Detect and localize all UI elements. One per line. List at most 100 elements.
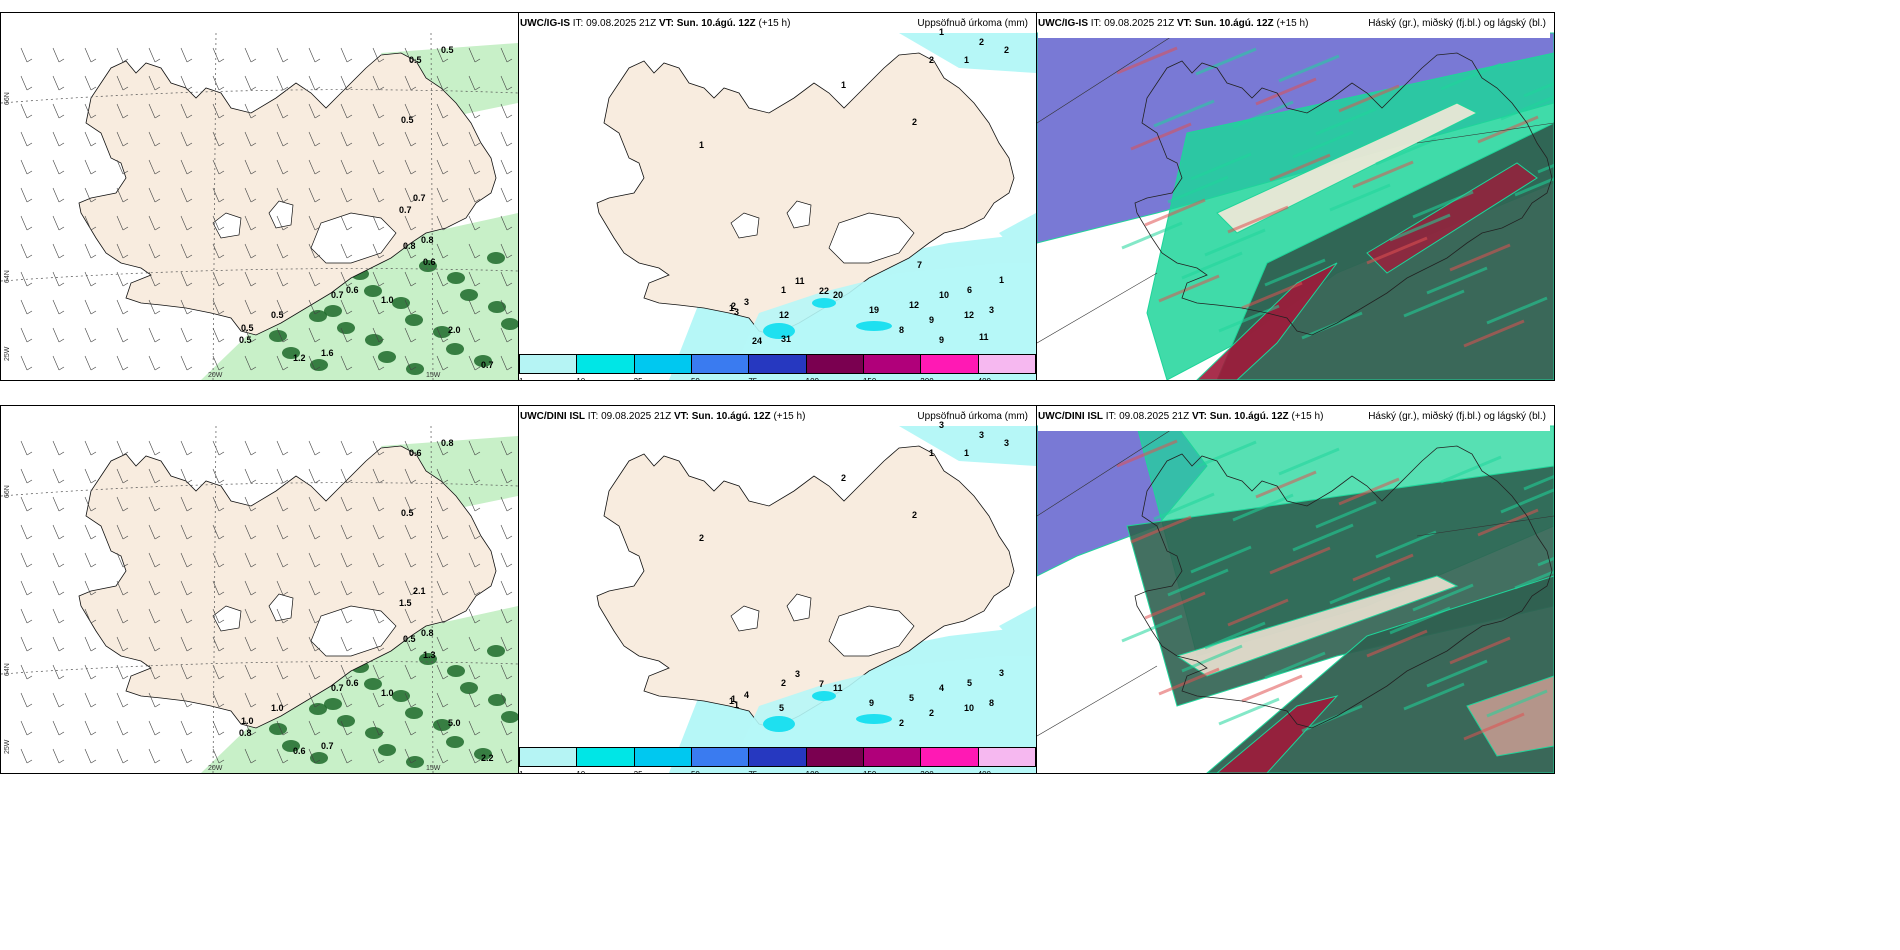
wind-barb — [404, 748, 412, 764]
wind-barb — [276, 327, 284, 343]
panel-title: Háský (gr.), miðský (fj.bl.) og lágský (… — [1368, 411, 1546, 422]
wind-barb — [148, 243, 156, 259]
colorbar-segment: 25 — [634, 748, 692, 773]
wind-barb — [244, 552, 252, 568]
value-label: 8 — [899, 325, 904, 335]
cloud-map-canvas — [1037, 406, 1554, 773]
wind-barb — [180, 636, 188, 652]
wind-barb — [468, 47, 476, 63]
value-label: 0.5 — [403, 634, 416, 644]
wind-barb — [148, 440, 156, 456]
wind-barb — [52, 103, 60, 119]
wind-barb — [372, 187, 380, 203]
wind-barb — [468, 159, 476, 175]
wind-barb — [372, 636, 380, 652]
wind-barb — [148, 271, 156, 287]
wind-barb — [340, 187, 348, 203]
wind-barb — [180, 468, 188, 484]
wind-barb — [148, 75, 156, 91]
wind-barb — [500, 299, 508, 315]
wind-barb — [500, 215, 508, 231]
wind-barb — [52, 271, 60, 287]
wind-barb — [276, 636, 284, 652]
iceland-landmass — [78, 445, 497, 729]
wind-barb — [52, 552, 60, 568]
wind-barb — [180, 131, 188, 147]
wind-barb — [436, 440, 444, 456]
precip-colorbar: 1 10 25 50 75 100 150 200 400 — [519, 354, 1036, 380]
cloud-map-canvas — [1037, 13, 1554, 380]
value-label: 0.8 — [403, 241, 416, 251]
wind-barb — [244, 243, 252, 259]
wind-barb — [212, 159, 220, 175]
wind-barb — [52, 355, 60, 371]
wind-barb — [276, 75, 284, 91]
wind-barb — [116, 327, 124, 343]
cloud-map-bottom: UWC/DINI ISL IT: 09.08.2025 21Z VT: Sun.… — [1036, 405, 1555, 774]
wind-barb — [84, 131, 92, 147]
wind-barb — [404, 720, 412, 736]
wind-barb — [148, 131, 156, 147]
value-label: 0.5 — [239, 335, 252, 345]
colorbar-tick-label: 1 — [519, 770, 523, 773]
wind-barb — [212, 327, 220, 343]
colorbar-segment: 100 — [806, 748, 864, 773]
wind-barb — [308, 748, 316, 764]
wind-barb — [52, 440, 60, 456]
wind-barb — [244, 664, 252, 680]
wind-barb — [340, 608, 348, 624]
wind-barb — [500, 187, 508, 203]
wind-barb — [116, 524, 124, 540]
wind-barb — [372, 243, 380, 259]
colorbar-tick-label: 200 — [920, 770, 933, 773]
value-label: 0.8 — [441, 438, 454, 448]
colorbar-tick-label: 50 — [691, 377, 700, 380]
wind-barb — [404, 243, 412, 259]
colorbar-tick-label: 400 — [978, 377, 991, 380]
wind-barb — [116, 47, 124, 63]
wind-barb — [276, 299, 284, 315]
value-label: 1 — [939, 27, 944, 37]
wind-barb — [500, 355, 508, 371]
colorbar-tick-label: 100 — [806, 377, 819, 380]
value-label: 1.6 — [321, 348, 334, 358]
wind-barb — [52, 187, 60, 203]
wind-barb — [436, 524, 444, 540]
wind-barb — [436, 159, 444, 175]
iceland-landmass — [596, 445, 1015, 729]
wind-barb — [52, 664, 60, 680]
wind-barb — [404, 664, 412, 680]
value-label: 1 — [729, 696, 734, 706]
wind-barb — [212, 720, 220, 736]
wind-barb — [180, 75, 188, 91]
wind-barb — [436, 215, 444, 231]
wind-barb — [340, 552, 348, 568]
value-label: 0.5 — [441, 45, 454, 55]
wind-barb — [436, 355, 444, 371]
wind-barb — [436, 664, 444, 680]
value-label: 10 — [939, 290, 949, 300]
axis-label: 64N — [4, 663, 11, 676]
colorbar-segment: 150 — [863, 748, 922, 773]
value-label: 24 — [752, 336, 762, 346]
wind-barb — [276, 159, 284, 175]
wind-barb — [52, 75, 60, 91]
wind-barb — [212, 692, 220, 708]
wind-barb — [276, 47, 284, 63]
wind-barb — [500, 271, 508, 287]
wind-barb — [116, 75, 124, 91]
wind-barb — [340, 355, 348, 371]
wind-barb — [148, 552, 156, 568]
wind-barb — [148, 692, 156, 708]
wind-barb — [436, 299, 444, 315]
wind-barb — [20, 299, 28, 315]
wind-barb — [116, 187, 124, 203]
wind-barb — [148, 496, 156, 512]
wind-barb — [372, 720, 380, 736]
wind-barb — [180, 299, 188, 315]
wind-barb — [84, 159, 92, 175]
axis-label: 25W — [4, 346, 11, 361]
wind-barb — [404, 271, 412, 287]
wind-barb — [180, 720, 188, 736]
